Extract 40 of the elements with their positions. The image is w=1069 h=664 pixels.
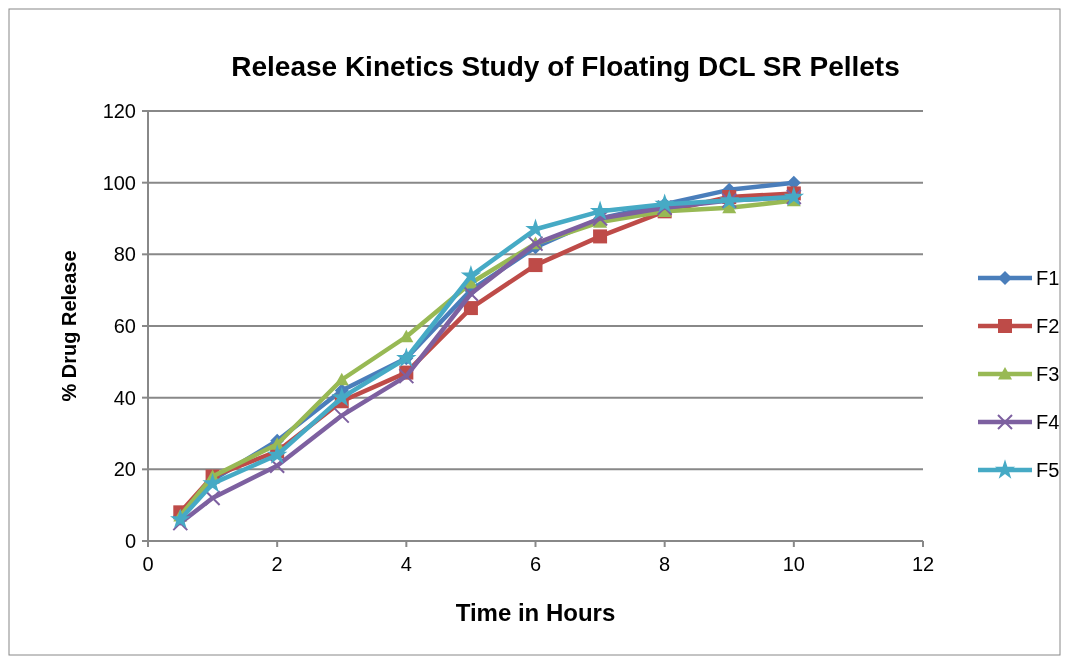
point <box>202 472 223 493</box>
point <box>589 200 611 221</box>
y-tick-label: 60 <box>113 315 136 337</box>
y-tick-label: 0 <box>124 530 136 552</box>
x-tick-label: 10 <box>782 553 805 575</box>
x-tick-label: 8 <box>659 553 671 575</box>
point <box>656 199 673 216</box>
chart-title: Release Kinetics Study of Floating DCL SR Pellets <box>231 51 900 82</box>
point <box>460 265 482 285</box>
x-tick-label: 2 <box>271 553 283 575</box>
point <box>654 193 675 213</box>
point <box>266 444 288 464</box>
y-tick-label: 100 <box>102 171 136 194</box>
point <box>528 258 543 273</box>
legend-label: F2 <box>1036 315 1060 337</box>
point <box>269 457 286 474</box>
point <box>334 372 349 386</box>
x-tick-label: 6 <box>529 553 542 575</box>
point <box>170 508 191 529</box>
point <box>593 229 608 244</box>
point <box>204 490 221 506</box>
legend-label: F4 <box>1036 411 1060 433</box>
legend-label: F1 <box>1036 267 1060 289</box>
y-axis-title: % Drug Release <box>58 250 80 402</box>
point <box>398 368 415 385</box>
point <box>333 407 350 424</box>
x-tick-label: 0 <box>142 553 154 575</box>
y-tick-label: 20 <box>113 458 136 481</box>
x-tick-label: 12 <box>911 553 935 575</box>
point <box>463 301 478 316</box>
legend-label: F5 <box>1036 459 1060 481</box>
point <box>462 285 479 302</box>
point <box>331 386 352 407</box>
x-axis-title: Time in Hours <box>455 599 616 626</box>
y-tick-label: 40 <box>113 386 136 409</box>
legend-label: F3 <box>1036 363 1060 385</box>
point <box>399 329 414 343</box>
y-tick-label: 120 <box>102 100 136 122</box>
x-tick-label: 4 <box>400 553 412 575</box>
y-tick-label: 80 <box>113 243 136 266</box>
